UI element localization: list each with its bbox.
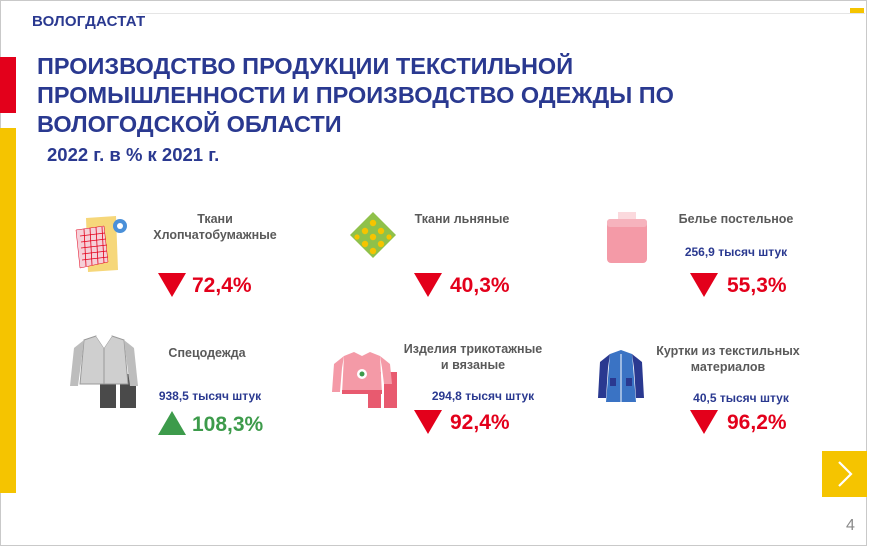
next-slide-button[interactable] xyxy=(822,451,867,497)
item-units: 40,5 тысяч штук xyxy=(693,391,789,405)
item-label: Ткани Хлопчатобумажные xyxy=(140,211,290,243)
item-label: Изделия трикотажные и вязаные xyxy=(400,341,546,373)
brand-name: ВОЛОГДАСТАТ xyxy=(32,13,146,30)
workwear-icon xyxy=(70,335,138,408)
item-label-line1: Куртки из текстильных xyxy=(656,344,800,358)
item-label-line1: Ткани льняные xyxy=(414,212,510,226)
linen-fabric-icon xyxy=(350,212,396,258)
trend-down-icon xyxy=(414,410,442,434)
header-rule xyxy=(138,13,865,14)
cotton-fabric-icon xyxy=(75,216,127,272)
trend-down-icon xyxy=(158,273,186,297)
item-value: 55,3% xyxy=(727,274,787,297)
slide-subtitle: 2022 г. в % к 2021 г. xyxy=(47,144,220,165)
trend-up-icon xyxy=(158,411,186,435)
accent-stripe-yellow xyxy=(0,128,16,493)
item-label-line2: материалов xyxy=(690,360,766,374)
item-label-line2: и вязаные xyxy=(440,358,506,372)
page-number: 4 xyxy=(846,517,855,534)
item-label-line2: Хлопчатобумажные xyxy=(153,228,277,242)
item-label-line1: Белье постельное xyxy=(678,212,794,226)
bed-linen-icon xyxy=(607,212,647,263)
item-value: 40,3% xyxy=(450,274,510,297)
item-label: Спецодежда xyxy=(148,345,266,361)
item-value: 92,4% xyxy=(450,411,510,434)
chevron-right-icon xyxy=(838,461,853,487)
item-value: 72,4% xyxy=(192,274,252,297)
trend-down-icon xyxy=(690,273,718,297)
item-units: 938,5 тысяч штук xyxy=(158,389,262,403)
header-rule-accent xyxy=(850,8,864,13)
knitwear-icon xyxy=(332,352,397,408)
item-label-line1: Спецодежда xyxy=(168,346,246,360)
item-label: Ткани льняные xyxy=(400,211,524,227)
item-label-line1: Изделия трикотажные xyxy=(403,342,543,356)
slide-title: ПРОИЗВОДСТВО ПРОДУКЦИИ ТЕКСТИЛЬНОЙ ПРОМЫ… xyxy=(37,53,674,137)
item-label: Куртки из текстильных материалов xyxy=(648,343,808,375)
item-label: Белье постельное xyxy=(664,211,808,227)
item-label-line1: Ткани xyxy=(197,212,233,226)
item-units: 256,9 тысяч штук xyxy=(684,245,788,259)
jacket-icon xyxy=(598,350,644,402)
item-units: 294,8 тысяч штук xyxy=(431,389,535,403)
accent-stripe-red xyxy=(0,57,16,113)
trend-down-icon xyxy=(414,273,442,297)
item-value: 108,3% xyxy=(192,413,264,436)
trend-down-icon xyxy=(690,410,718,434)
item-value: 96,2% xyxy=(727,411,787,434)
